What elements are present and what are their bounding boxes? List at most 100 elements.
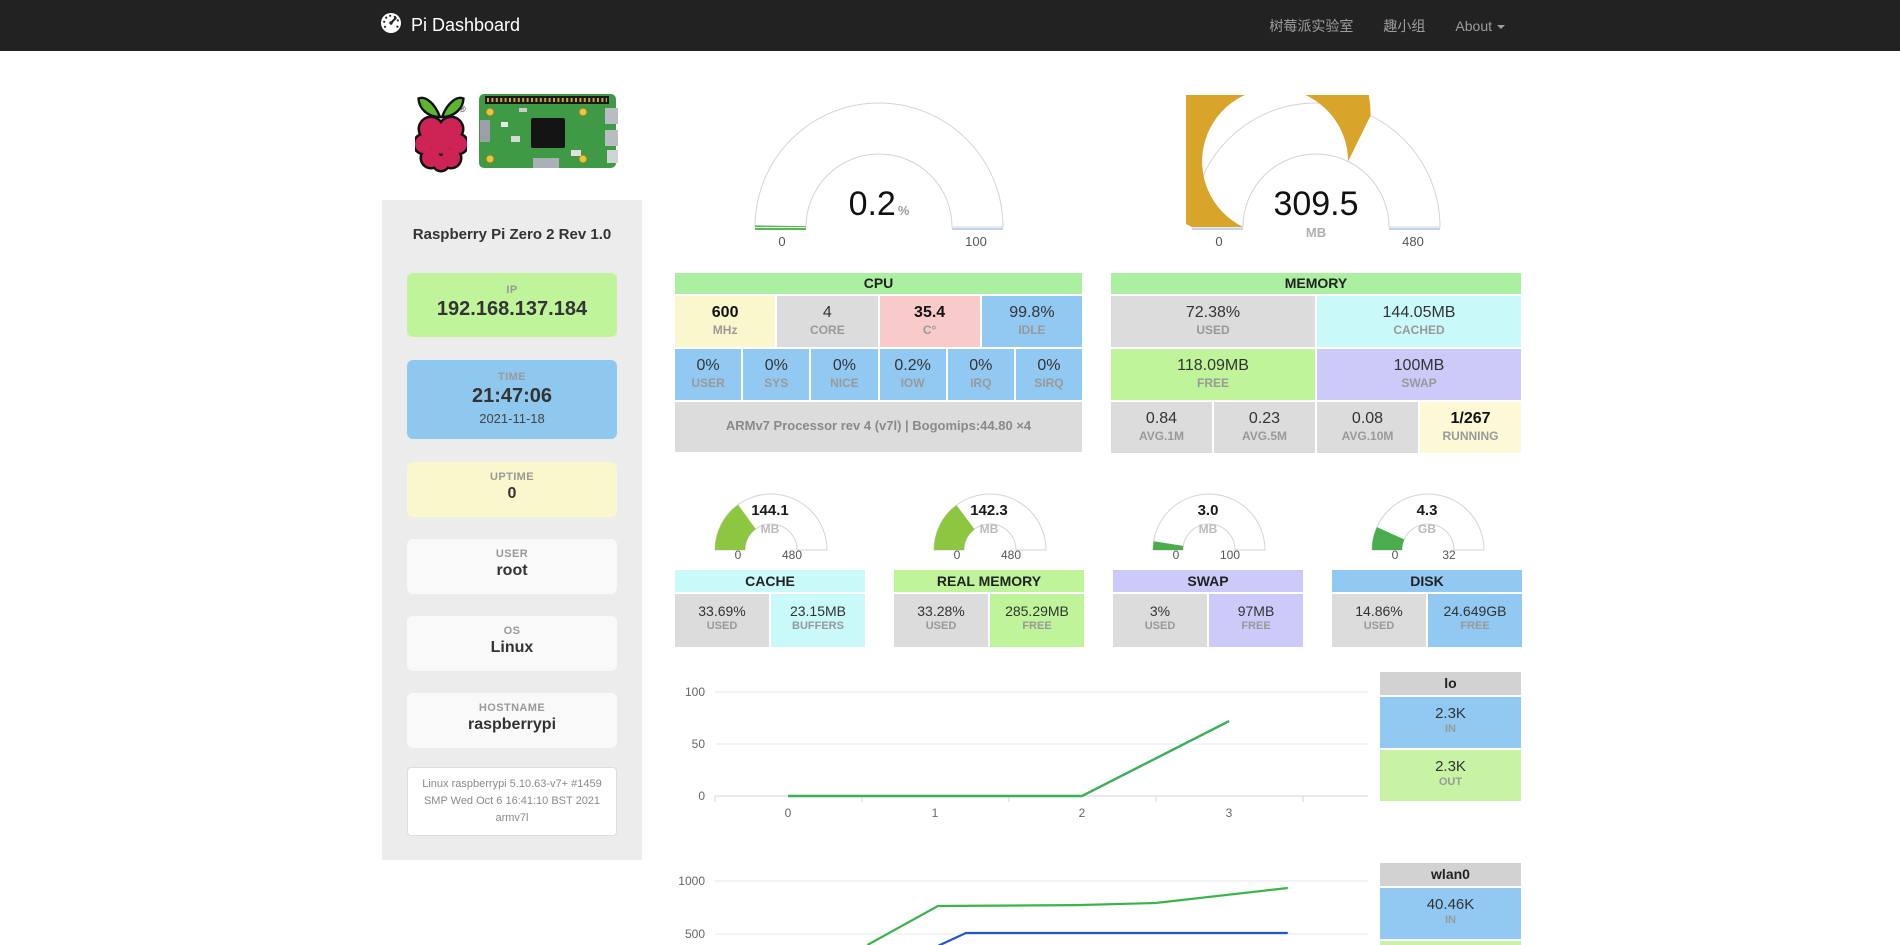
logo-row: ® — [412, 86, 619, 181]
real-memory-used-cell: 33.28% USED — [894, 594, 988, 647]
memory-cached-value: 144.05MB — [1382, 304, 1456, 321]
cpu-iow-cell: 0.2% IOW — [879, 349, 946, 400]
nav-link-raspberry-lab[interactable]: 树莓派实验室 — [1269, 17, 1354, 34]
system-info-sidebar: Raspberry Pi Zero 2 Rev 1.0 IP 192.168.1… — [382, 200, 642, 860]
navbar-links: 树莓派实验室 趣小组 About — [1254, 16, 1520, 36]
disk-gauge-max: 32 — [1442, 548, 1456, 562]
real-memory-free-cell: 285.29MB FREE — [990, 594, 1084, 647]
real-memory-gauge-max: 480 — [1000, 548, 1022, 562]
memory-table-title: MEMORY — [1111, 273, 1521, 294]
cache-gauge-unit: MB — [760, 522, 780, 536]
cpu-temp-value: 35.4 — [914, 304, 946, 321]
memory-free-value: 118.09MB — [1177, 357, 1249, 374]
cache-used-value: 33.69% — [698, 603, 746, 619]
cpu-irq-cell: 0% IRQ — [947, 349, 1014, 400]
loadavg-1m-cell: 0.84 AVG.1M — [1111, 402, 1212, 453]
cache-buffers-value: 23.15MB — [789, 603, 847, 619]
os-card: OS Linux — [407, 616, 617, 671]
memory-cached-label: CACHED — [1393, 323, 1445, 337]
loadavg-10m-cell: 0.08 AVG.10M — [1317, 402, 1418, 453]
user-card: USER root — [407, 539, 617, 594]
lo-out-label: OUT — [1438, 776, 1463, 788]
real-memory-used-value: 33.28% — [917, 603, 965, 619]
cpu-idle-value: 99.8% — [1009, 304, 1055, 321]
cache-gauge-max: 480 — [781, 548, 803, 562]
loadavg-5m-value: 0.23 — [1248, 410, 1281, 427]
cpu-temp-cell: 35.4 C° — [879, 296, 980, 347]
svg-text:1000: 1000 — [678, 874, 705, 888]
svg-text:3: 3 — [1226, 806, 1233, 820]
cache-used-cell: 33.69% USED — [675, 594, 769, 647]
cpu-core-value: 4 — [822, 304, 832, 321]
memory-gauge: 309.5 MB 0 480 — [1186, 95, 1446, 255]
swap-gauge-min: 0 — [1172, 548, 1180, 562]
cpu-core-label: CORE — [810, 323, 845, 337]
memory-used-value: 72.38% — [1185, 304, 1241, 321]
wlan0-interface-panel: wlan0 40.46K IN — [1380, 863, 1521, 945]
cache-gauge-min: 0 — [734, 548, 742, 562]
cpu-core-cell: 4 CORE — [777, 296, 878, 347]
cpu-sys-label: SYS — [764, 376, 789, 390]
wlan0-traffic-chart: 500 1000 — [678, 874, 1368, 945]
cpu-sirq-label: SIRQ — [1034, 376, 1064, 390]
disk-gauge-min: 0 — [1391, 548, 1399, 562]
cache-buffers-cell: 23.15MB BUFFERS — [771, 594, 865, 647]
real-memory-free-label: FREE — [1022, 620, 1052, 632]
cpu-stats-table: CPU 600 MHz 4 CORE 35.4 C° 99.8% IDLE 0%… — [675, 273, 1083, 452]
disk-table: DISK 14.86% USED 24.649GB FREE — [1332, 570, 1522, 647]
navbar-container: Pi Dashboard 树莓派实验室 趣小组 About — [365, 0, 1535, 51]
real-memory-used-label: USED — [925, 620, 957, 632]
processes-running-cell: 1/267 RUNNING — [1420, 402, 1521, 453]
disk-table-title: DISK — [1332, 570, 1522, 592]
cache-table: CACHE 33.69% USED 23.15MB BUFFERS — [675, 570, 865, 647]
real-memory-gauge-unit: MB — [979, 522, 999, 536]
kernel-info-box: Linux raspberrypi 5.10.63-v7+ #1459 SMP … — [407, 767, 617, 837]
cache-buffers-label: BUFFERS — [792, 620, 844, 632]
loadavg-5m-cell: 0.23 AVG.5M — [1214, 402, 1315, 453]
real-memory-gauge: 142.3 MB 0 480 — [894, 488, 1084, 568]
processes-running-label: RUNNING — [1442, 429, 1499, 443]
hostname-value: raspberrypi — [467, 716, 557, 733]
cpu-idle-cell: 99.8% IDLE — [981, 296, 1082, 347]
swap-used-value: 3% — [1149, 603, 1171, 619]
cache-gauge: 144.1 MB 0 480 — [675, 488, 865, 568]
memory-gauge-value: 309.5 — [1273, 185, 1359, 223]
wlan0-panel-title: wlan0 — [1380, 863, 1521, 886]
cpu-gauge: 0.2% 0 100 — [749, 95, 1009, 255]
lo-traffic-chart: 0 50 100 0 1 2 3 — [685, 685, 1368, 820]
cpu-gauge-unit: % — [897, 203, 910, 218]
disk-gauge-value: 4.3 — [1416, 502, 1438, 519]
swap-free-label: FREE — [1241, 620, 1271, 632]
real-memory-table-title: REAL MEMORY — [894, 570, 1084, 592]
time-card: TIME 21:47:06 2021-11-18 — [407, 360, 617, 439]
uptime-card: UPTIME 0 — [407, 462, 617, 517]
swap-gauge-unit: MB — [1198, 522, 1218, 536]
uptime-value: 0 — [507, 485, 517, 502]
svg-text:®: ® — [459, 104, 466, 114]
table-row: 118.09MB FREE 100MB SWAP — [1111, 349, 1521, 400]
wlan0-in-cell: 40.46K IN — [1380, 888, 1521, 939]
cpu-gauge-value: 0.2% — [848, 185, 910, 223]
cpu-table-title: CPU — [675, 273, 1082, 294]
processes-running-value: 1/267 — [1450, 410, 1491, 427]
pi-zero-board-image — [479, 92, 619, 175]
disk-free-cell: 24.649GB FREE — [1428, 594, 1522, 647]
memory-free-label: FREE — [1196, 376, 1229, 390]
cpu-freq-value: 600 — [711, 304, 739, 321]
cpu-user-cell: 0% USER — [675, 349, 742, 400]
nav-about-dropdown[interactable]: About — [1440, 18, 1520, 34]
cache-table-title: CACHE — [675, 570, 865, 592]
time-value: 21:47:06 — [471, 385, 553, 407]
table-row: 72.38% USED 144.05MB CACHED — [1111, 296, 1521, 347]
brand-link[interactable]: Pi Dashboard — [380, 12, 520, 39]
wlan0-in-label: IN — [1445, 914, 1456, 926]
lo-interface-panel: lo 2.3K IN 2.3K OUT — [1380, 672, 1521, 803]
memory-used-cell: 72.38% USED — [1111, 296, 1315, 347]
svg-text:1: 1 — [932, 806, 939, 820]
disk-free-label: FREE — [1460, 620, 1490, 632]
navbar: Pi Dashboard 树莓派实验室 趣小组 About — [0, 0, 1900, 51]
wlan0-in-value: 40.46K — [1426, 896, 1475, 913]
nav-link-qu-group[interactable]: 趣小组 — [1383, 17, 1426, 34]
loadavg-1m-value: 0.84 — [1145, 410, 1178, 427]
table-row: 0.84 AVG.1M 0.23 AVG.5M 0.08 AVG.10M 1/2… — [1111, 402, 1521, 453]
